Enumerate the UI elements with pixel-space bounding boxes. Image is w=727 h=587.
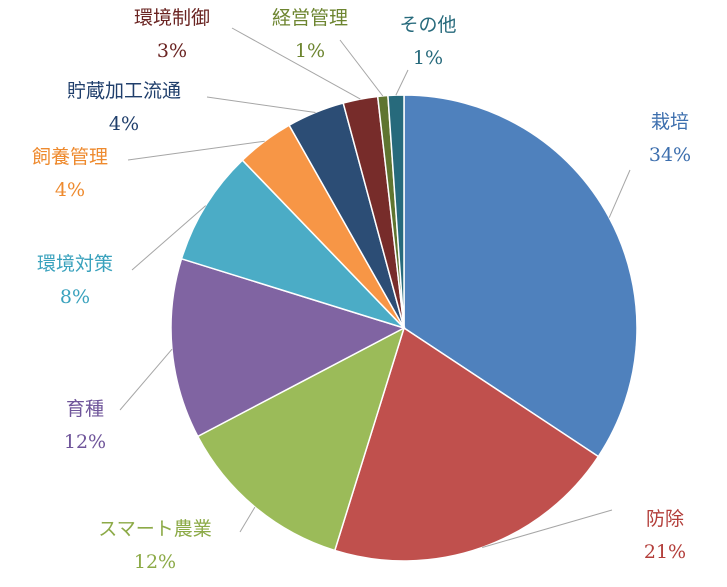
slice-value-label-9: 1% <box>295 40 325 62</box>
slice-value-label-10: 1% <box>413 47 443 69</box>
slice-category-label-2: 防除 <box>646 508 684 530</box>
leader-line-1 <box>608 169 631 218</box>
pie-slice-3 <box>196 326 406 552</box>
slice-value-label-4: 12% <box>64 431 106 453</box>
slice-value-label-3: 12% <box>134 551 176 573</box>
leader-lines <box>119 27 631 548</box>
data-labels: 栽培34%防除21%スマート農業12%育種12%環境対策8%飼養管理4%貯蔵加工… <box>32 7 691 573</box>
pie-slices <box>170 94 638 562</box>
slice-category-label-4: 育種 <box>66 398 104 420</box>
leader-line-7 <box>206 96 316 113</box>
leader-line-6 <box>127 140 265 161</box>
leader-line-2 <box>482 509 613 548</box>
leader-line-3 <box>239 506 256 533</box>
leader-line-8 <box>231 27 361 100</box>
slice-value-label-8: 3% <box>157 40 187 62</box>
slice-value-label-6: 4% <box>55 179 85 201</box>
leader-line-9 <box>339 39 384 97</box>
slice-value-label-2: 21% <box>644 541 686 563</box>
slice-value-label-1: 34% <box>649 144 691 166</box>
pie-slice-10 <box>387 94 405 329</box>
slice-category-label-9: 経営管理 <box>272 7 348 29</box>
slice-category-label-10: その他 <box>399 14 456 36</box>
slice-category-label-7: 貯蔵加工流通 <box>67 80 181 102</box>
leader-line-4 <box>119 348 173 411</box>
slice-category-label-3: スマート農業 <box>98 518 211 540</box>
slice-category-label-1: 栽培 <box>651 111 689 133</box>
slice-value-label-5: 8% <box>60 286 90 308</box>
pie-slice-4 <box>170 257 406 438</box>
leader-line-5 <box>131 205 207 271</box>
slice-value-label-7: 4% <box>109 113 139 135</box>
slice-category-label-5: 環境対策 <box>37 253 113 275</box>
slice-category-label-8: 環境制御 <box>134 7 210 29</box>
slice-category-label-6: 飼養管理 <box>32 146 108 168</box>
leader-line-10 <box>395 69 409 96</box>
